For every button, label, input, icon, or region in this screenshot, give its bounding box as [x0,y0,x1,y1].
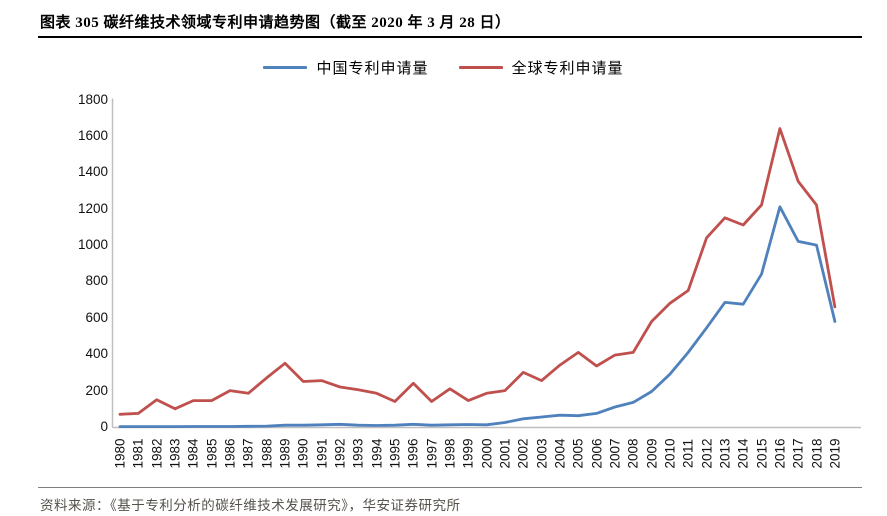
x-tick-label: 1985 [204,438,220,469]
x-tick-label: 1983 [167,438,183,469]
x-tick-label: 2017 [790,438,806,469]
x-tick-label: 2011 [680,438,696,469]
y-tick-label: 1600 [77,127,108,143]
y-tick-label: 0 [100,419,108,434]
x-tick-label: 1992 [332,438,348,469]
x-tick-label: 1991 [314,438,330,469]
series-line-0 [118,205,837,429]
x-tick-label: 2010 [662,438,678,469]
x-tick-label: 1989 [277,438,293,469]
x-tick-label: 2006 [589,438,605,469]
title-divider [38,36,862,38]
y-tick-label: 600 [85,309,108,325]
x-tick-label: 1993 [350,438,366,469]
x-tick-label: 2013 [717,438,733,469]
chart-legend: 中国专利申请量 全球专利申请量 [0,57,887,78]
x-tick-label: 2003 [534,438,550,469]
x-tick-label: 1987 [240,438,256,469]
x-tick-label: 2005 [570,438,586,469]
y-tick-label: 1800 [77,91,108,107]
y-tick-label: 1400 [77,164,108,180]
x-tick-label: 2000 [479,438,495,469]
x-tick-label: 1999 [460,438,476,469]
x-tick-label: 1995 [387,438,403,469]
y-tick-label: 200 [85,382,108,398]
figure-title: 图表 305 碳纤维技术领域专利申请趋势图（截至 2020 年 3 月 28 日… [40,15,511,31]
x-tick-label: 1997 [424,438,440,469]
y-tick-label: 1200 [77,200,108,216]
x-tick-label: 2018 [809,438,825,469]
global-line-swatch-icon [458,66,503,69]
x-tick-label: 2019 [827,438,843,469]
x-tick-label: 1982 [149,438,165,469]
x-tick-label: 1984 [185,438,201,469]
x-tick-label: 2004 [552,438,568,469]
x-tick-label: 2015 [754,438,770,469]
x-tick-label: 2002 [515,438,531,469]
x-tick-label: 1990 [295,438,311,469]
x-tick-label: 2009 [644,438,660,469]
x-tick-label: 1994 [369,438,385,469]
x-tick-label: 2001 [497,438,513,469]
legend-label-global: 全球专利申请量 [511,61,624,77]
x-tick-label: 2012 [699,438,715,469]
x-tick-label: 2007 [607,438,623,469]
source-note: 资料来源：《基于专利分析的碳纤维技术发展研究》，华安证券研究所 [40,498,461,513]
legend-item-china: 中国专利申请量 [263,57,428,78]
y-tick-label: 1000 [77,237,108,253]
y-tick-label: 400 [85,346,108,362]
y-tick-label: 800 [85,273,108,289]
series-line-1 [118,127,837,416]
x-tick-label: 1980 [112,438,128,469]
x-tick-label: 1998 [442,438,458,469]
x-tick-label: 1981 [130,438,146,469]
x-tick-label: 2014 [735,438,751,469]
legend-label-china: 中国专利申请量 [316,61,429,77]
x-tick-label: 1988 [259,438,275,469]
legend-item-global: 全球专利申请量 [458,57,624,78]
x-tick-label: 2008 [625,438,641,469]
x-tick-label: 1996 [405,438,421,469]
x-tick-label: 2016 [772,438,788,469]
china-line-swatch-icon [263,66,308,69]
source-divider [38,487,862,488]
x-tick-label: 1986 [222,438,238,469]
